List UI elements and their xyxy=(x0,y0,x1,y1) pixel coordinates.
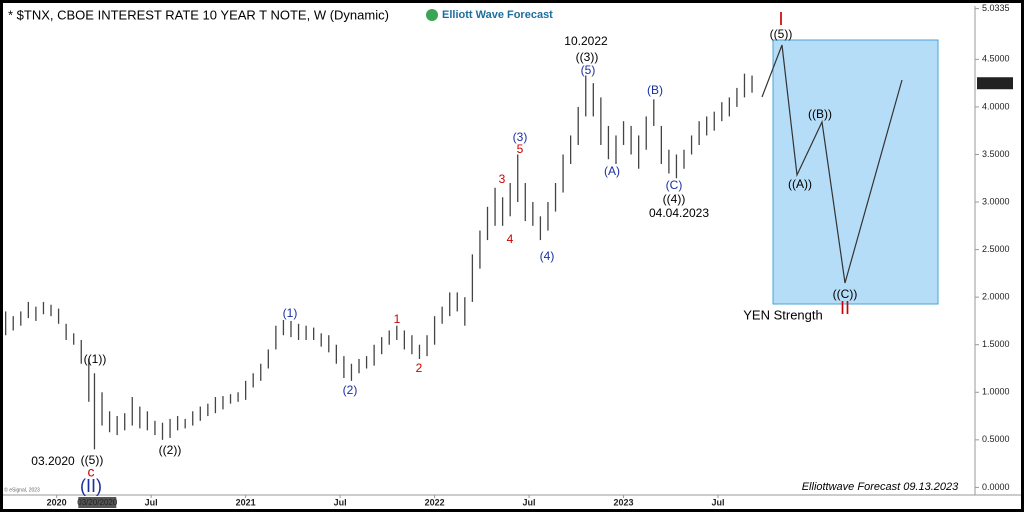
annotation: (II) xyxy=(80,476,102,496)
annotation: (5) xyxy=(581,63,596,77)
annotation: 5 xyxy=(517,142,524,156)
annotation: (4) xyxy=(540,249,555,263)
annotation: 4 xyxy=(507,232,514,246)
annotation: ((5)) xyxy=(770,27,793,41)
annotation: 3 xyxy=(499,172,506,186)
annotation: 10.2022 xyxy=(564,34,608,48)
x-tick-label: 2021 xyxy=(236,497,256,507)
x-tick-label: Jul xyxy=(712,497,725,507)
annotation: 03.2020 xyxy=(31,454,75,468)
y-tick-label: 0.5000 xyxy=(982,434,1010,444)
annotation: ((4)) xyxy=(663,192,686,206)
cursor-date-label: 03/20/2020 xyxy=(77,498,118,507)
x-tick-label: Jul xyxy=(145,497,158,507)
x-tick-label: 2023 xyxy=(614,497,634,507)
y-tick-label: 2.5000 xyxy=(982,244,1010,254)
y-tick-label: 4.5000 xyxy=(982,54,1010,64)
annotation: I xyxy=(778,9,783,29)
logo-text: Elliott Wave Forecast xyxy=(442,9,553,21)
cursor-date-box xyxy=(78,497,117,508)
annotation: (A) xyxy=(604,164,620,178)
y-tick-label: 1.5000 xyxy=(982,339,1010,349)
annotation: (1) xyxy=(283,306,298,320)
annotation: (3) xyxy=(513,130,528,144)
logo-icon xyxy=(426,9,438,21)
annotation: 2 xyxy=(416,361,423,375)
annotation: ((2)) xyxy=(159,443,182,457)
annotation: (2) xyxy=(343,383,358,397)
x-tick-label: Jul xyxy=(523,497,536,507)
annotation: YEN Strength xyxy=(743,307,823,322)
projection-path xyxy=(761,44,903,284)
x-tick-label: 2022 xyxy=(425,497,445,507)
last-price-label: 4.2490 xyxy=(982,78,1010,88)
y-tick-label: 3.5000 xyxy=(982,149,1010,159)
annotation: 04.04.2023 xyxy=(649,206,709,220)
y-tick-label: 4.0000 xyxy=(982,101,1010,111)
annotation: II xyxy=(840,298,850,318)
annotation: c xyxy=(88,464,95,480)
annotation: ((1)) xyxy=(84,352,107,366)
projection-box xyxy=(772,39,939,305)
x-tick-label: Jul xyxy=(334,497,347,507)
annotation: ((B)) xyxy=(808,107,832,121)
annotation: © eSignal, 2023 xyxy=(4,486,40,493)
y-tick-label: 5.0335 xyxy=(982,3,1010,13)
annotation: Elliottwave Forecast 09.13.2023 xyxy=(802,481,959,493)
last-price-box xyxy=(977,77,1013,90)
chart-title: * $TNX, CBOE INTEREST RATE 10 YEAR T NOT… xyxy=(8,7,389,22)
y-tick-label: 2.0000 xyxy=(982,292,1010,302)
annotation: ((5)) xyxy=(81,453,104,467)
annotation: (B) xyxy=(647,83,663,97)
x-tick-label: 2020 xyxy=(47,497,67,507)
y-tick-label: 3.0000 xyxy=(982,196,1010,206)
annotation: ((C)) xyxy=(833,287,858,301)
y-tick-label: 0.0000 xyxy=(982,482,1010,492)
annotation: (C) xyxy=(666,178,683,192)
annotation: 1 xyxy=(394,312,401,326)
annotation: ((A)) xyxy=(788,177,812,191)
y-tick-label: 1.0000 xyxy=(982,387,1010,397)
annotation: ((3)) xyxy=(576,50,599,64)
